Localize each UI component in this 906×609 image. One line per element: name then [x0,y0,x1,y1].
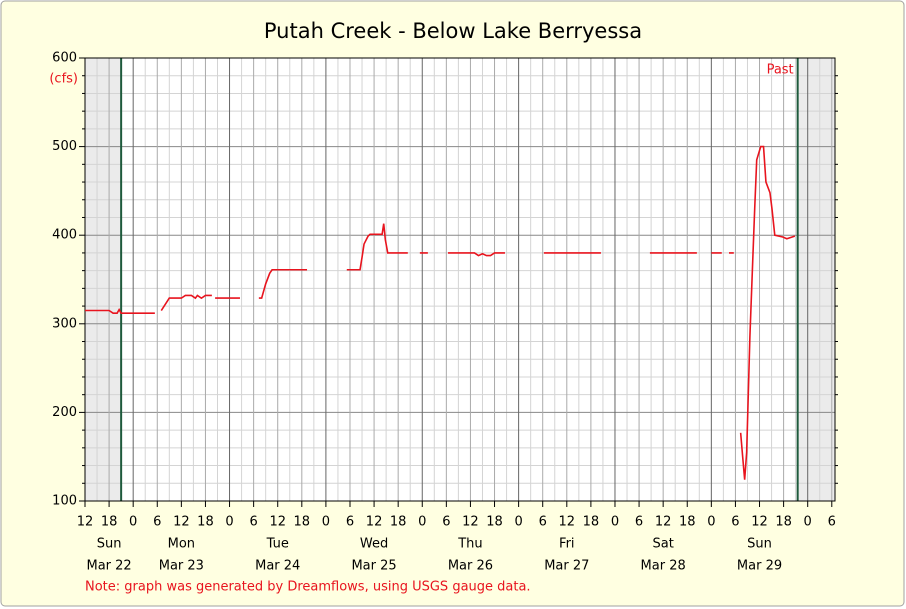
x-tick-label: 6 [346,515,354,530]
plot-area [85,58,835,501]
y-tick-label: 300 [52,316,77,331]
date-label: Mar 26 [448,559,493,574]
future-zone [85,58,122,501]
past-label: Past [767,63,794,78]
x-tick-label: 12 [751,515,768,530]
day-label: Sun [97,537,122,552]
day-label: Mon [168,537,195,552]
x-tick-label: 18 [679,515,696,530]
note: Note: graph was generated by Dreamflows,… [85,580,531,595]
day-label: Fri [559,537,575,552]
x-tick-label: 18 [486,515,503,530]
y-tick-label: 600 [52,51,77,66]
x-tick-label: 0 [707,515,715,530]
chart-title: Putah Creek - Below Lake Berryessa [264,19,642,43]
x-tick-label: 0 [129,515,137,530]
date-label: Mar 27 [544,559,589,574]
day-label: Thu [457,537,482,552]
x-tick-label: 0 [418,515,426,530]
day-label: Sat [652,537,673,552]
x-tick-label: 6 [731,515,739,530]
x-tick-label: 0 [804,515,812,530]
x-tick-label: 18 [101,515,118,530]
plot-border [84,57,836,502]
x-tick-label: 18 [583,515,600,530]
date-label: Mar 28 [641,559,686,574]
y-tick-label: 100 [52,494,77,509]
x-tick-label: 12 [462,515,479,530]
x-tick-label: 18 [390,515,407,530]
flow-line [85,145,796,480]
x-tick-label: 12 [269,515,286,530]
x-tick-label: 0 [514,515,522,530]
x-tick-label: 6 [635,515,643,530]
x-tick-label: 12 [77,515,94,530]
x-tick-label: 12 [559,515,576,530]
date-label: Mar 22 [86,559,131,574]
day-label: Tue [266,537,289,552]
x-tick-label: 18 [197,515,214,530]
date-label: Mar 29 [737,559,782,574]
day-label: Wed [360,537,388,552]
x-tick-label: 0 [322,515,330,530]
x-tick-label: 18 [294,515,311,530]
x-tick-label: 6 [442,515,450,530]
x-tick-label: 6 [828,515,836,530]
date-label: Mar 25 [351,559,396,574]
day-label: Sun [747,537,772,552]
y-tick-label: 500 [52,139,77,154]
x-tick-label: 12 [655,515,672,530]
future-zone [797,58,835,501]
x-tick-label: 6 [153,515,161,530]
x-tick-label: 0 [225,515,233,530]
x-tick-label: 18 [775,515,792,530]
x-tick-label: 6 [539,515,547,530]
x-tick-label: 12 [173,515,190,530]
y-tick-label: 200 [52,405,77,420]
x-tick-label: 12 [366,515,383,530]
date-label: Mar 23 [159,559,204,574]
x-tick-label: 6 [249,515,257,530]
date-label: Mar 24 [255,559,300,574]
x-tick-label: 0 [611,515,619,530]
y-tick-label: 400 [52,228,77,243]
y-unit: (cfs) [49,72,78,87]
